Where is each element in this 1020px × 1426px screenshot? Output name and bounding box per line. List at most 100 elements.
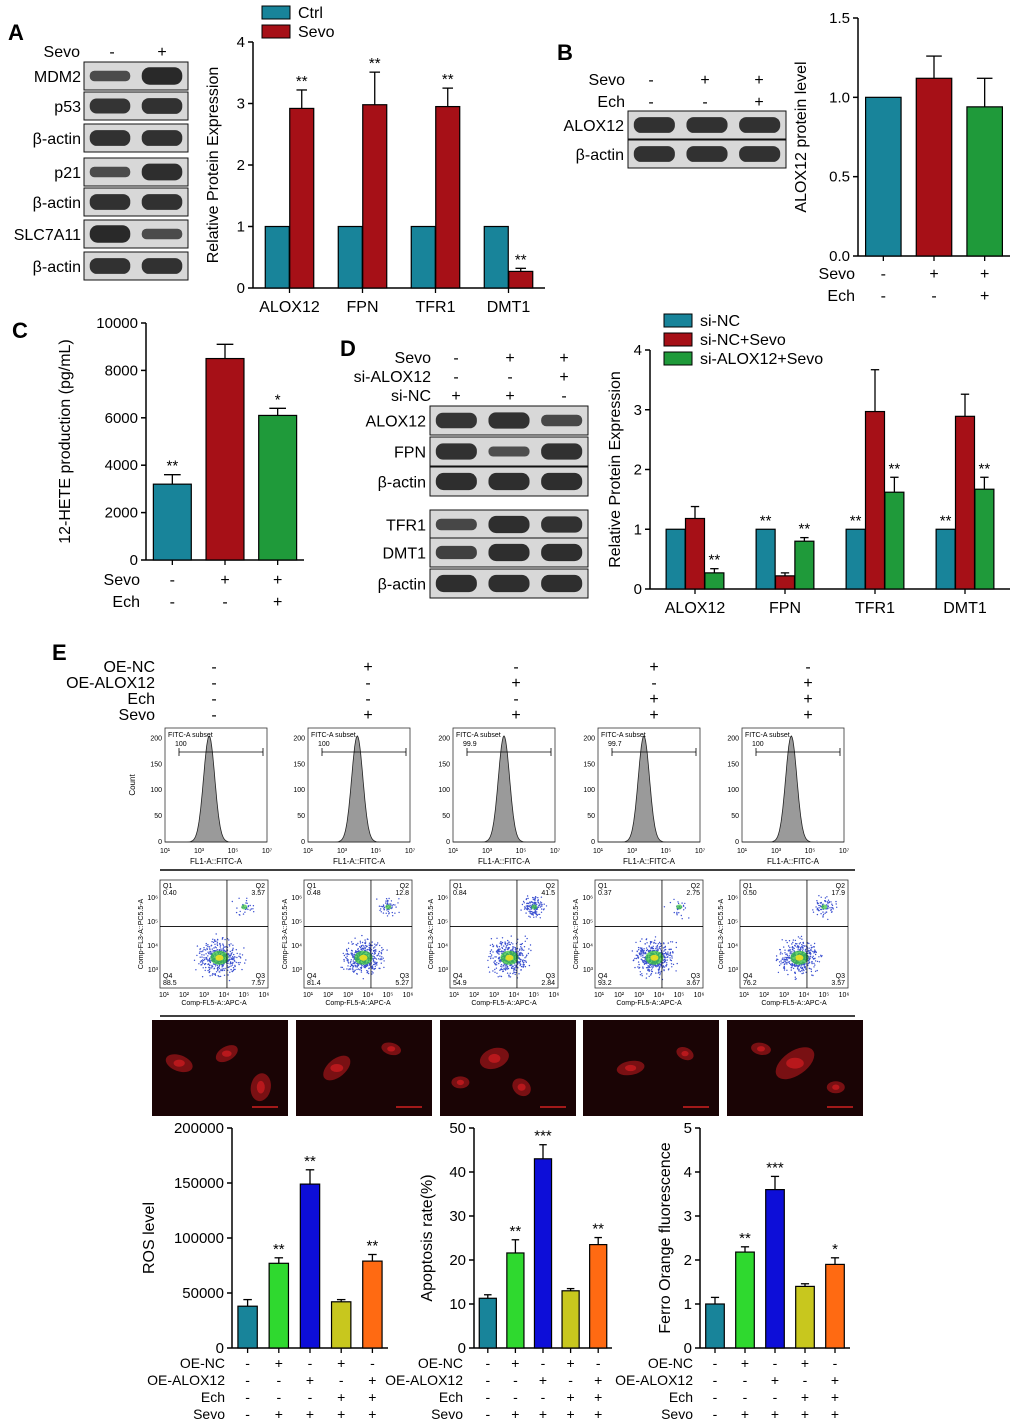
bar xyxy=(915,77,953,257)
quadrant-name: Q2 xyxy=(546,883,555,890)
blot-row-label: ALOX12 xyxy=(366,414,427,431)
scatter-frame xyxy=(594,879,704,989)
y-tick-label: 0.0 xyxy=(829,248,850,265)
scatter-y-tick: 10⁶ xyxy=(291,895,302,902)
histogram-curve xyxy=(742,735,844,843)
quadrant-value: 3.57 xyxy=(251,890,265,897)
condition-sign: - xyxy=(513,691,518,708)
blot-band xyxy=(141,258,183,274)
fluorescent-nucleus xyxy=(757,1046,765,1052)
scatter-x-tick: 10⁶ xyxy=(839,992,850,999)
gate-value: 100 xyxy=(318,741,330,748)
condition-sign: + xyxy=(831,1406,839,1422)
blot-row-label: ALOX12 xyxy=(564,118,625,135)
significance-mark: ** xyxy=(515,251,527,268)
blot-band xyxy=(435,545,477,560)
scatter-y-tick: 10⁵ xyxy=(147,919,158,926)
histogram-y-tick: 100 xyxy=(150,787,162,794)
y-axis-label: Relative Protein Expression xyxy=(607,371,624,568)
histogram-x-tick: 10⁷ xyxy=(262,848,273,855)
histogram-y-tick: 150 xyxy=(438,761,450,768)
legend-swatch xyxy=(663,313,693,328)
blot-d-condition-label: Sevo xyxy=(395,350,432,367)
histogram-y-tick: 150 xyxy=(150,761,162,768)
histogram-y-tick: 200 xyxy=(293,735,305,742)
blot-d-sign: + xyxy=(559,350,568,367)
scatter-x-tick: 10² xyxy=(179,992,190,999)
scatter-x-tick: 10³ xyxy=(489,992,500,999)
y-tick-label: 2 xyxy=(634,462,642,479)
scatter-x-tick: 10⁵ xyxy=(529,992,540,999)
condition-label: OE-NC xyxy=(103,659,155,676)
blot-band xyxy=(141,98,183,114)
scatter-y-tick: 10³ xyxy=(583,967,594,974)
condition-sign: - xyxy=(713,1355,718,1371)
y-axis-label: ALOX12 protein level xyxy=(793,61,810,212)
condition-sign: - xyxy=(365,675,370,692)
scatter-x-tick: 10⁴ xyxy=(219,992,230,999)
significance-mark: ** xyxy=(166,458,178,475)
condition-sign: + xyxy=(771,1372,779,1388)
condition-sign: - xyxy=(833,1355,838,1371)
blot-band xyxy=(89,98,131,114)
scatter-density-q2 xyxy=(676,904,683,910)
condition-sign: + xyxy=(306,1406,314,1422)
blot-b-sign: - xyxy=(648,94,653,111)
histogram-y-tick: 0 xyxy=(158,839,162,846)
scatter-y-tick: 10⁶ xyxy=(437,895,448,902)
quadrant-value: 0.48 xyxy=(307,890,321,897)
condition-sign: + xyxy=(363,659,372,676)
condition-label: OE-NC xyxy=(180,1355,225,1371)
scatter-y-tick: 10⁴ xyxy=(582,943,593,950)
blot-d-sign: + xyxy=(451,388,460,405)
condition-sign: + xyxy=(567,1355,575,1371)
histogram-x-tick: 10³ xyxy=(482,848,493,855)
y-tick-label: 100000 xyxy=(174,1230,224,1247)
y-tick-label: 1.0 xyxy=(829,89,850,106)
panel-label-d: D xyxy=(340,336,356,361)
significance-mark: ** xyxy=(850,512,862,529)
blot-band xyxy=(541,543,583,562)
blot-a-sign: + xyxy=(157,44,166,61)
blot-band xyxy=(488,472,530,491)
condition-label: Sevo xyxy=(819,266,856,283)
bar xyxy=(258,414,298,561)
scatter-x-tick: 10⁴ xyxy=(363,992,374,999)
bar xyxy=(954,415,976,590)
condition-label: OE-ALOX12 xyxy=(615,1372,693,1388)
condition-sign: + xyxy=(741,1406,749,1422)
quadrant-name: Q4 xyxy=(743,973,752,980)
bar xyxy=(506,1252,525,1349)
condition-sign: - xyxy=(308,1355,313,1371)
quadrant-value: 0.84 xyxy=(453,890,467,897)
bar xyxy=(330,1301,352,1349)
scatter-y-label: Comp-FL3-A::PC5.5-A xyxy=(718,898,725,969)
quadrant-name: Q3 xyxy=(836,973,845,980)
bar xyxy=(774,575,796,590)
blot-row-label: β-actin xyxy=(576,147,624,164)
histogram-y-tick: 100 xyxy=(293,787,305,794)
condition-sign: + xyxy=(771,1406,779,1422)
scatter-y-label: Comp-FL3-A::PC5.5-A xyxy=(573,898,580,969)
condition-sign: - xyxy=(211,675,216,692)
scatter-density-q2 xyxy=(531,904,538,910)
condition-sign: - xyxy=(485,1406,490,1422)
histogram-x-tick: 10⁷ xyxy=(550,848,561,855)
condition-sign: + xyxy=(980,288,989,305)
histogram-y-tick: 200 xyxy=(583,735,595,742)
condition-label: OE-ALOX12 xyxy=(385,1372,463,1388)
blot-band xyxy=(435,443,477,460)
blot-a-sign: - xyxy=(109,44,114,61)
histogram-x-tick: 10⁵ xyxy=(661,848,672,855)
blot-b-sign: + xyxy=(700,72,709,89)
bar xyxy=(966,106,1004,257)
fluorescent-nucleus xyxy=(330,1063,344,1073)
quadrant-value: 41.5 xyxy=(541,890,555,897)
significance-mark: *** xyxy=(534,1128,552,1145)
panel-label-a: A xyxy=(8,20,24,45)
condition-label: OE-NC xyxy=(418,1355,463,1371)
y-tick-label: 3 xyxy=(684,1208,692,1225)
condition-label: OE-ALOX12 xyxy=(66,675,155,692)
blot-band xyxy=(488,574,530,593)
bar xyxy=(205,357,245,561)
